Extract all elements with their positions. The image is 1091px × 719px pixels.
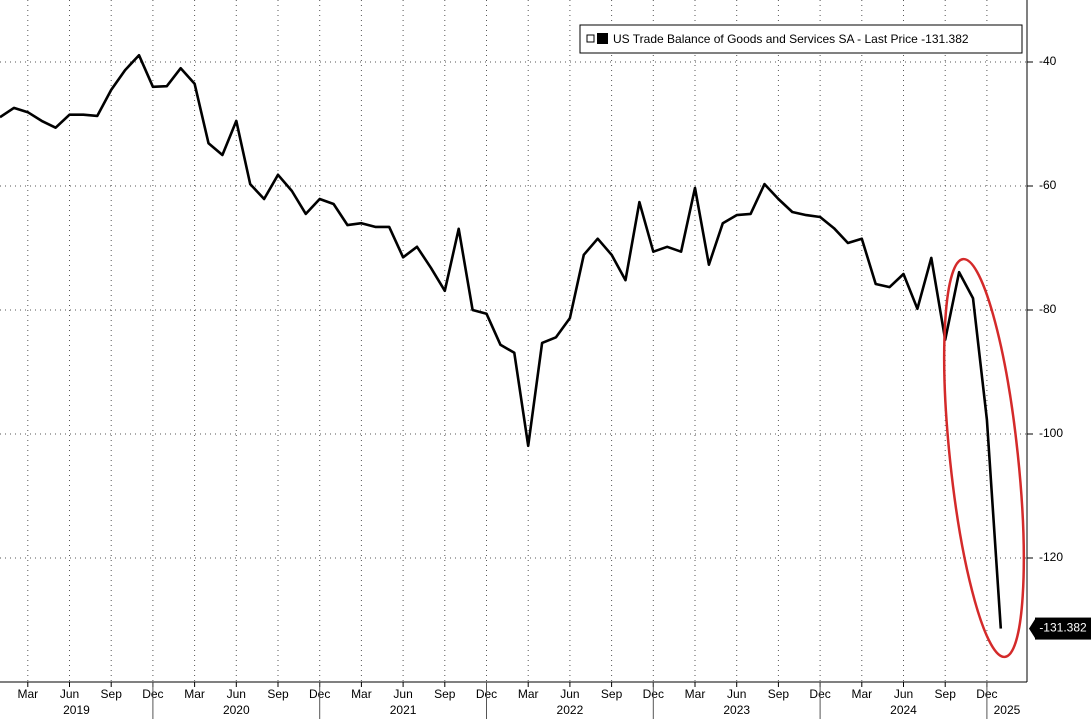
y-tick-label: -120 [1039, 550, 1063, 564]
year-label: 2023 [723, 703, 750, 717]
legend-label: US Trade Balance of Goods and Services S… [613, 32, 918, 46]
last-price-label: -131.382 [1039, 621, 1087, 635]
x-tick-label: Sep [601, 687, 623, 701]
y-tick-label: -40 [1039, 54, 1057, 68]
x-tick-label: Sep [768, 687, 790, 701]
last-price-pointer [1029, 617, 1036, 640]
data-line [0, 53, 1003, 629]
year-label: 2019 [63, 703, 90, 717]
x-tick-label: Sep [267, 687, 289, 701]
legend-icon [586, 34, 595, 43]
x-tick-label: Mar [851, 687, 872, 701]
y-tick-label: -80 [1039, 302, 1057, 316]
x-tick-label: Jun [560, 687, 579, 701]
x-tick-label: Mar [685, 687, 706, 701]
legend-last-value: -131.382 [921, 32, 969, 46]
legend: US Trade Balance of Goods and Services S… [579, 24, 1023, 54]
last-price-box [1035, 617, 1091, 640]
x-tick-label: Mar [518, 687, 539, 701]
x-tick-label: Mar [17, 687, 38, 701]
legend-swatch [597, 33, 608, 44]
year-label: 2020 [223, 703, 250, 717]
x-tick-label: Jun [894, 687, 913, 701]
x-tick-label: Jun [727, 687, 746, 701]
year-label: 2022 [557, 703, 584, 717]
x-tick-label: Sep [935, 687, 957, 701]
highlight-ellipse [942, 257, 1026, 659]
year-label: 2025 [994, 703, 1021, 717]
legend-box [579, 24, 1023, 54]
legend-text: US Trade Balance of Goods and Services S… [613, 32, 969, 46]
y-tick-label: -60 [1039, 178, 1057, 192]
x-tick-label: Mar [184, 687, 205, 701]
x-tick-label: Jun [227, 687, 246, 701]
year-label: 2021 [390, 703, 417, 717]
year-label: 2024 [890, 703, 917, 717]
y-tick-label: -100 [1039, 426, 1063, 440]
x-tick-label: Sep [434, 687, 456, 701]
x-tick-label: Jun [60, 687, 79, 701]
x-tick-label: Sep [101, 687, 123, 701]
x-tick-label: Mar [351, 687, 372, 701]
x-tick-label: Jun [393, 687, 412, 701]
